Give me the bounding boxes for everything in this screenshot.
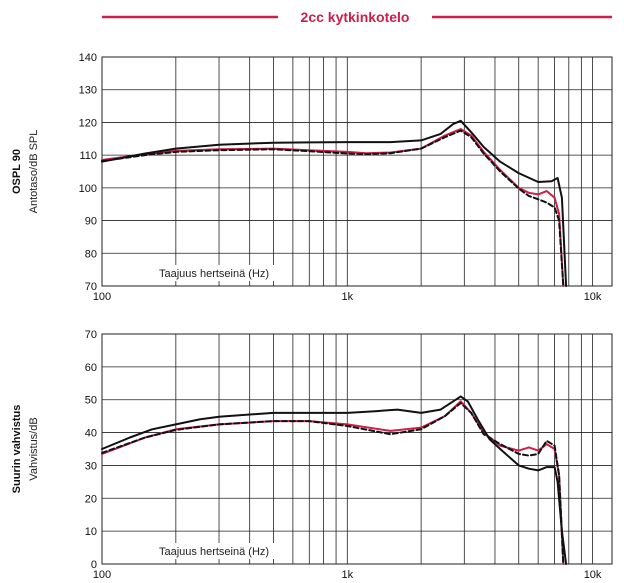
x-tick-label: 100 (93, 291, 111, 303)
y-tick-label: 120 (79, 117, 97, 129)
panel-name-label: Suurin vahvistus (11, 405, 23, 494)
y-tick-label: 100 (79, 183, 97, 195)
y-tick-label: 70 (85, 281, 97, 293)
plot-frame (101, 56, 613, 287)
panel-name-label: OSPL 90 (11, 149, 23, 194)
y-tick-label: 80 (85, 248, 97, 260)
x-axis-label-background (156, 265, 292, 281)
x-tick-label: 10k (584, 291, 602, 303)
x-tick-label: 10k (584, 569, 602, 581)
x-axis-label: Taajuus hertseinä (Hz) (159, 268, 269, 280)
x-tick-label: 100 (93, 569, 111, 581)
y-tick-label: 50 (85, 395, 97, 407)
y-tick-label: 20 (85, 493, 97, 505)
series-line-dashed-black (101, 402, 565, 565)
chart-header: 2cc kytkinkotelo (102, 9, 612, 25)
y-tick-label: 40 (85, 428, 97, 440)
series-line-dashed-black (101, 129, 565, 287)
y-tick-label: 10 (85, 526, 97, 538)
y-tick-label: 0 (91, 559, 97, 571)
series-line-solid-black (101, 119, 568, 287)
y-tick-label: 90 (85, 216, 97, 228)
x-tick-label: 1k (341, 569, 353, 581)
series-line-solid-black (101, 395, 568, 565)
y-tick-label: 140 (79, 52, 97, 64)
x-tick-label: 1k (341, 291, 353, 303)
chart-ospl90: 70 80 90 100 110 120 130 140 100 1k 10k Taajuus her… (11, 52, 613, 303)
y-tick-label: 130 (79, 85, 97, 97)
chart-max-gain: 0 10 20 30 40 50 60 70 100 1k 10k Taajuus hertseinä… (11, 329, 613, 581)
y-axis-label: Vahvistus/dB (28, 417, 40, 480)
x-axis-label: Taajuus hertseinä (Hz) (159, 546, 269, 558)
y-tick-label: 110 (79, 150, 97, 162)
x-axis-label-background (156, 543, 292, 559)
chart-title: 2cc kytkinkotelo (301, 9, 410, 25)
y-axis-label: Antotaso/dB SPL (28, 130, 40, 214)
y-tick-label: 70 (85, 329, 97, 341)
y-tick-label: 30 (85, 460, 97, 472)
y-tick-label: 60 (85, 362, 97, 374)
